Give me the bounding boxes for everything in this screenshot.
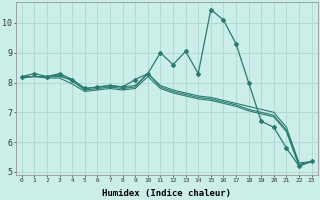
- X-axis label: Humidex (Indice chaleur): Humidex (Indice chaleur): [102, 189, 231, 198]
